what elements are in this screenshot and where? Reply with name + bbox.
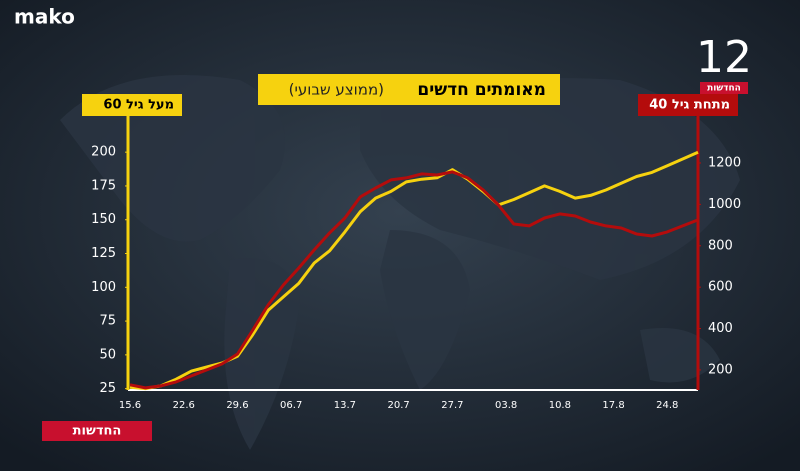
brand-logo: mako	[14, 5, 75, 29]
x-tick-label: 17.8	[602, 400, 624, 411]
left-axis-label-bg	[82, 94, 182, 116]
y-tick-label: 25	[99, 381, 116, 396]
badge-bg	[42, 421, 152, 441]
right-axis-label: מתחת גיל 40	[649, 98, 730, 113]
x-tick-label: 22.6	[173, 400, 195, 411]
y-tick-label: 75	[99, 314, 116, 329]
chart-subtitle: (ממוצע שבועי)	[289, 81, 384, 99]
world-map	[60, 75, 740, 450]
x-tick-label: 06.7	[280, 400, 302, 411]
y2-tick-label: 400	[708, 321, 733, 336]
x-tick-label: 29.6	[226, 400, 248, 411]
x-tick-label: 20.7	[388, 400, 410, 411]
channel-logo: 12	[696, 32, 752, 83]
channel-sub-bg	[700, 82, 748, 94]
x-tick-label: 27.7	[441, 400, 463, 411]
y-tick-label: 125	[91, 246, 116, 261]
series-line	[129, 170, 699, 390]
x-tick-label: 15.6	[119, 400, 141, 411]
y2-tick-label: 1000	[708, 197, 741, 212]
y-tick-label: 150	[91, 212, 116, 227]
title-bg	[258, 74, 560, 105]
y-tick-label: 100	[91, 280, 116, 295]
y2-tick-label: 800	[708, 238, 733, 253]
y2-tick-label: 1200	[708, 155, 741, 170]
x-tick-label: 10.8	[549, 400, 571, 411]
chart-title: מאומתים חדשים	[417, 80, 546, 100]
left-axis-label: מעל גיל 60	[103, 98, 174, 113]
x-tick-label: 03.8	[495, 400, 517, 411]
y-tick-label: 200	[91, 145, 116, 160]
x-tick-label: 24.8	[656, 400, 678, 411]
y2-tick-label: 600	[708, 280, 733, 295]
y-tick-label: 50	[99, 347, 116, 362]
channel-sub: החדשות	[707, 84, 741, 94]
y2-tick-label: 200	[708, 362, 733, 377]
right-axis-label-bg	[638, 94, 738, 116]
y-tick-label: 175	[91, 178, 116, 193]
x-tick-label: 13.7	[334, 400, 356, 411]
badge: החדשות	[73, 424, 122, 439]
